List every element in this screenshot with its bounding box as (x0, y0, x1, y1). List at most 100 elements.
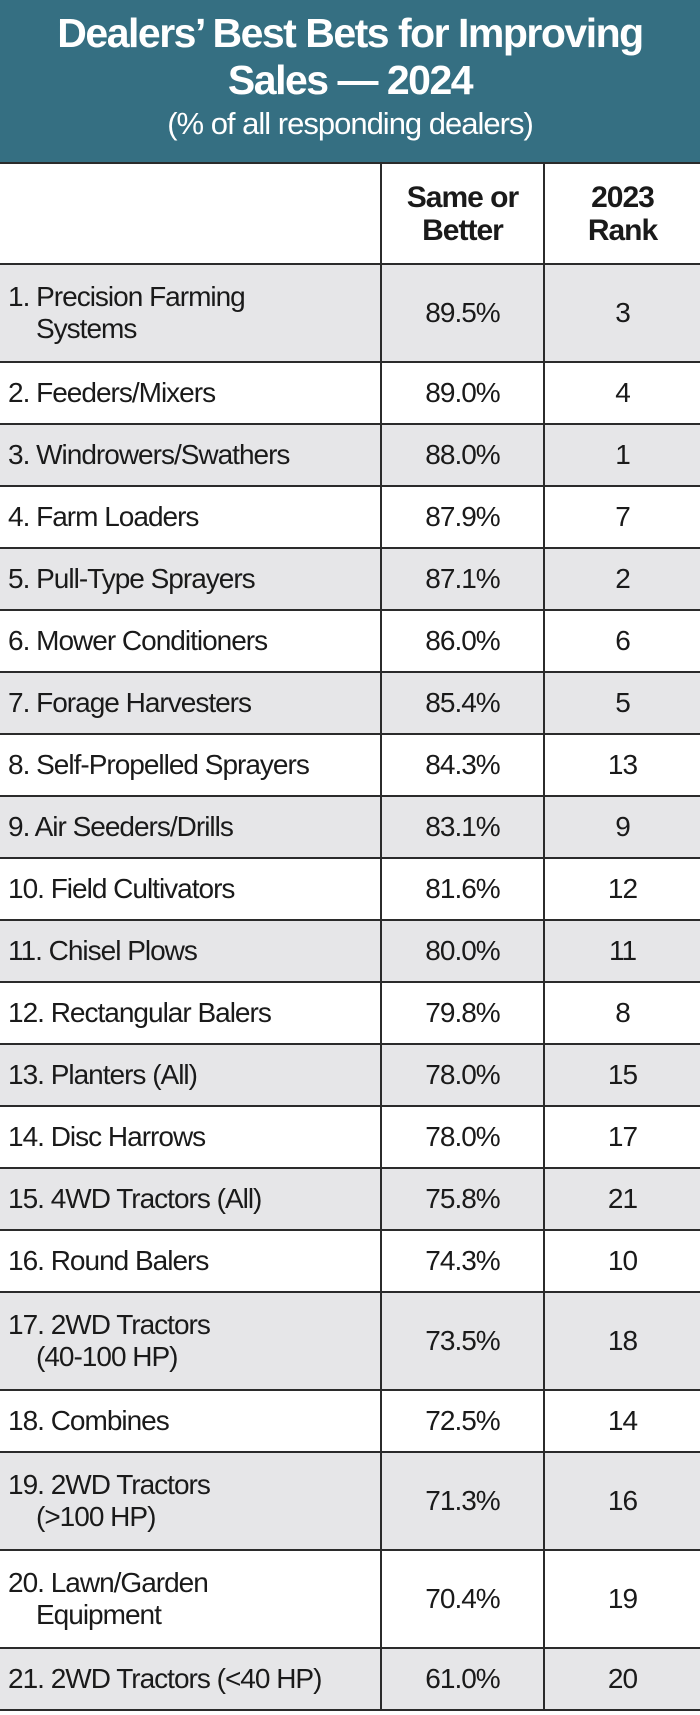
same-or-better-value: 89.0% (380, 361, 545, 425)
equipment-name-line1: 16. Round Balers (8, 1245, 209, 1276)
rank-2023-value: 21 (543, 1167, 700, 1231)
column-header-2023-rank: 2023 Rank (543, 162, 700, 265)
equipment-name-line1: 1. Precision Farming (8, 281, 246, 312)
equipment-name: 7. Forage Harvesters (0, 671, 382, 735)
same-or-better-value: 83.1% (380, 795, 545, 859)
same-or-better-value: 73.5% (380, 1291, 545, 1391)
equipment-name-line1: 7. Forage Harvesters (8, 687, 252, 718)
header-text: Same or (406, 180, 519, 214)
table-row: 6. Mower Conditioners 86.0% 6 (0, 609, 700, 673)
same-or-better-value: 70.4% (380, 1549, 545, 1649)
table-row: 8. Self-Propelled Sprayers 84.3% 13 (0, 733, 700, 797)
header-text: Better (422, 213, 504, 247)
title-line-1: Dealers’ Best Bets for Improving (57, 10, 644, 56)
equipment-name-line1: 4. Farm Loaders (8, 501, 199, 532)
rank-2023-value: 10 (543, 1229, 700, 1293)
table-row: 11. Chisel Plows 80.0% 11 (0, 919, 700, 983)
equipment-name-line1: 21. 2WD Tractors (<40 HP) (8, 1663, 322, 1694)
table-row: 19. 2WD Tractors (>100 HP) 71.3% 16 (0, 1451, 700, 1551)
equipment-name: 17. 2WD Tractors (40-100 HP) (0, 1291, 382, 1391)
rank-2023-value: 7 (543, 485, 700, 549)
equipment-name: 13. Planters (All) (0, 1043, 382, 1107)
table-header-banner: Dealers’ Best Bets for Improving Sales —… (0, 0, 700, 162)
rank-2023-value: 9 (543, 795, 700, 859)
equipment-name: 6. Mower Conditioners (0, 609, 382, 673)
equipment-name-line1: 18. Combines (8, 1405, 170, 1436)
same-or-better-value: 89.5% (380, 263, 545, 363)
equipment-name: 8. Self-Propelled Sprayers (0, 733, 382, 797)
same-or-better-value: 88.0% (380, 423, 545, 487)
same-or-better-value: 71.3% (380, 1451, 545, 1551)
equipment-name: 10. Field Cultivators (0, 857, 382, 921)
table-row: 13. Planters (All) 78.0% 15 (0, 1043, 700, 1107)
table-row: 9. Air Seeders/Drills 83.1% 9 (0, 795, 700, 859)
equipment-name: 4. Farm Loaders (0, 485, 382, 549)
column-header-item (0, 162, 382, 265)
rank-2023-value: 3 (543, 263, 700, 363)
equipment-name: 15. 4WD Tractors (All) (0, 1167, 382, 1231)
same-or-better-value: 80.0% (380, 919, 545, 983)
table-row: 16. Round Balers 74.3% 10 (0, 1229, 700, 1293)
same-or-better-value: 75.8% (380, 1167, 545, 1231)
column-header-row: Same or Better 2023 Rank (0, 162, 700, 265)
table-row: 14. Disc Harrows 78.0% 17 (0, 1105, 700, 1169)
rank-2023-value: 19 (543, 1549, 700, 1649)
equipment-name-line2: (40-100 HP) (36, 1341, 179, 1372)
equipment-name-line1: 2. Feeders/Mixers (8, 377, 216, 408)
equipment-name-line2: Systems (36, 313, 137, 344)
rank-2023-value: 6 (543, 609, 700, 673)
same-or-better-value: 74.3% (380, 1229, 545, 1293)
equipment-name: 5. Pull-Type Sprayers (0, 547, 382, 611)
same-or-better-value: 87.1% (380, 547, 545, 611)
column-header-same-or-better: Same or Better (380, 162, 545, 265)
subtitle: (% of all responding dealers) (167, 106, 534, 141)
rank-2023-value: 11 (543, 919, 700, 983)
same-or-better-value: 61.0% (380, 1647, 545, 1711)
table-row: 15. 4WD Tractors (All) 75.8% 21 (0, 1167, 700, 1231)
rank-2023-value: 4 (543, 361, 700, 425)
equipment-name: 19. 2WD Tractors (>100 HP) (0, 1451, 382, 1551)
equipment-name-line1: 12. Rectangular Balers (8, 997, 272, 1028)
equipment-name-line1: 8. Self-Propelled Sprayers (8, 749, 310, 780)
equipment-name-line2: Equipment (36, 1599, 162, 1630)
rank-2023-value: 12 (543, 857, 700, 921)
equipment-name-line1: 19. 2WD Tractors (8, 1469, 211, 1500)
equipment-name: 20. Lawn/Garden Equipment (0, 1549, 382, 1649)
rank-2023-value: 15 (543, 1043, 700, 1107)
table-row: 4. Farm Loaders 87.9% 7 (0, 485, 700, 549)
table-row: 3. Windrowers/Swathers 88.0% 1 (0, 423, 700, 487)
equipment-name-line1: 5. Pull-Type Sprayers (8, 563, 256, 594)
equipment-name-line1: 14. Disc Harrows (8, 1121, 206, 1152)
header-text: 2023 (591, 180, 655, 214)
title-line-2: Sales — 2024 (227, 57, 474, 103)
rank-2023-value: 16 (543, 1451, 700, 1551)
same-or-better-value: 79.8% (380, 981, 545, 1045)
equipment-name-line1: 11. Chisel Plows (8, 935, 198, 966)
same-or-better-value: 85.4% (380, 671, 545, 735)
equipment-name-line1: 10. Field Cultivators (8, 873, 235, 904)
same-or-better-value: 72.5% (380, 1389, 545, 1453)
equipment-name-line1: 3. Windrowers/Swathers (8, 439, 290, 470)
equipment-name: 18. Combines (0, 1389, 382, 1453)
same-or-better-value: 84.3% (380, 733, 545, 797)
equipment-name-line1: 20. Lawn/Garden (8, 1567, 209, 1598)
table-row: 10. Field Cultivators 81.6% 12 (0, 857, 700, 921)
table-row: 17. 2WD Tractors (40-100 HP) 73.5% 18 (0, 1291, 700, 1391)
same-or-better-value: 86.0% (380, 609, 545, 673)
equipment-name-line1: 13. Planters (All) (8, 1059, 198, 1090)
table-row: 20. Lawn/Garden Equipment 70.4% 19 (0, 1549, 700, 1649)
data-table: Same or Better 2023 Rank 1. Precision Farm… (0, 162, 700, 1711)
table-row: 12. Rectangular Balers 79.8% 8 (0, 981, 700, 1045)
rank-2023-value: 5 (543, 671, 700, 735)
equipment-name-line1: 9. Air Seeders/Drills (8, 811, 234, 842)
equipment-name: 14. Disc Harrows (0, 1105, 382, 1169)
same-or-better-value: 78.0% (380, 1043, 545, 1107)
table-row: 5. Pull-Type Sprayers 87.1% 2 (0, 547, 700, 611)
rank-2023-value: 8 (543, 981, 700, 1045)
equipment-name: 9. Air Seeders/Drills (0, 795, 382, 859)
equipment-name: 21. 2WD Tractors (<40 HP) (0, 1647, 382, 1711)
equipment-name-line2: (>100 HP) (36, 1501, 156, 1532)
rank-2023-value: 20 (543, 1647, 700, 1711)
table-row: 2. Feeders/Mixers 89.0% 4 (0, 361, 700, 425)
